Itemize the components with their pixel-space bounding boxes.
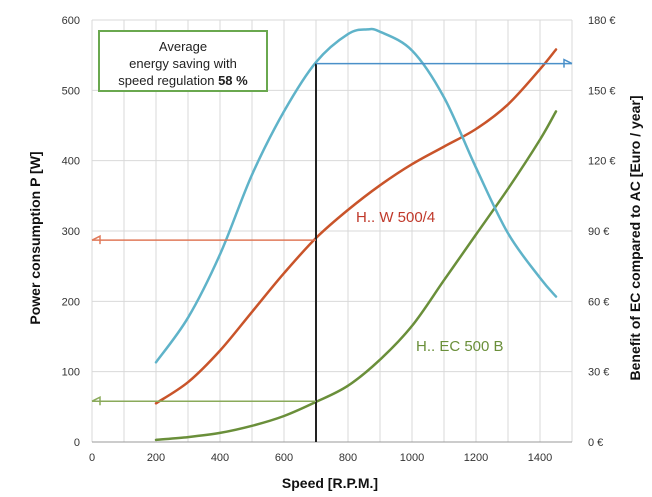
y2-tick-label: 150 €	[588, 85, 616, 97]
x-tick-label: 1400	[528, 452, 552, 464]
x-tick-label: 600	[275, 452, 293, 464]
ec-power-arrow	[91, 395, 316, 406]
y2-tick-label: 180 €	[588, 15, 616, 27]
note-line-3-prefix: speed regulation	[118, 73, 215, 88]
ec-power-arrow-head	[91, 395, 101, 406]
x-axis-title: Speed [R.P.M.]	[282, 475, 378, 491]
x-tick-label: 200	[147, 452, 165, 464]
y-tick-label: 500	[62, 85, 80, 97]
x-tick-label: 800	[339, 452, 357, 464]
y-axis-title: Power consumption P [W]	[27, 151, 43, 324]
ac-power-arrow	[91, 234, 316, 245]
series-line-ec-500-b	[154, 110, 558, 442]
x-tick-label: 0	[89, 452, 95, 464]
series-label-ac: H.. W 500/4	[356, 209, 435, 226]
energy-saving-note: Average energy saving with speed regulat…	[98, 30, 268, 92]
y2-axis-title: Benefit of EC compared to AC [Euro / yea…	[627, 96, 643, 381]
benefit-arrow-head	[563, 58, 573, 68]
series-label-ec: H.. EC 500 B	[416, 338, 504, 355]
annotations	[91, 58, 573, 442]
series-lines	[154, 27, 558, 442]
series-line-w-500-4	[154, 48, 558, 405]
ac-power-arrow-head	[91, 234, 101, 245]
y2-tick-label: 120 €	[588, 156, 616, 168]
y-tick-label: 0	[74, 437, 80, 449]
series-line-benefit	[154, 27, 558, 364]
benefit-arrow	[316, 58, 573, 68]
y2-tick-label: 0 €	[588, 437, 603, 449]
y-tick-label: 100	[62, 367, 80, 379]
y-tick-label: 300	[62, 226, 80, 238]
y-tick-label: 400	[62, 156, 80, 168]
y-tick-label: 600	[62, 15, 80, 27]
y2-tick-label: 90 €	[588, 226, 609, 238]
note-line-1: Average	[158, 39, 208, 54]
note-line-2: energy saving with	[129, 56, 237, 71]
y-tick-label: 200	[62, 296, 80, 308]
x-tick-label: 400	[211, 452, 229, 464]
note-line-3: speed regulation 58 %	[100, 72, 266, 89]
x-tick-label: 1200	[464, 452, 488, 464]
y2-tick-label: 30 €	[588, 367, 609, 379]
note-saving-value: 58 %	[218, 73, 248, 88]
x-tick-label: 1000	[400, 452, 424, 464]
tick-labels: 0 200 400 600 800 1000 1200 1400 0 100 200 300 400 50…	[62, 15, 616, 464]
y2-tick-label: 60 €	[588, 296, 609, 308]
